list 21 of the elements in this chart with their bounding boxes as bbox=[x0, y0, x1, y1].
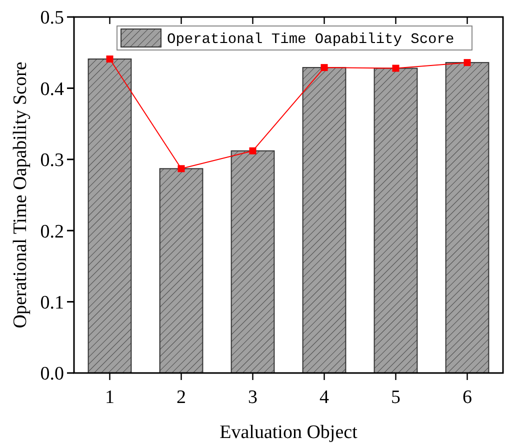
point bbox=[249, 147, 256, 154]
x-axis-title: Evaluation Object bbox=[220, 422, 358, 443]
y-tick-label: 0.3 bbox=[40, 150, 64, 172]
x-tick-label: 5 bbox=[391, 387, 400, 408]
point bbox=[392, 64, 400, 72]
x-tick-label: 4 bbox=[320, 387, 330, 408]
x-tick-label: 3 bbox=[248, 387, 258, 408]
y-tick-label: 0.5 bbox=[40, 8, 64, 29]
point bbox=[464, 59, 471, 66]
point bbox=[106, 56, 114, 63]
x-tick-label: 2 bbox=[176, 387, 186, 408]
y-tick-label: 0.0 bbox=[40, 364, 64, 385]
point bbox=[320, 64, 328, 72]
legend-label: Operational Time Oapability Score bbox=[167, 32, 454, 48]
y-tick-label: 0.2 bbox=[40, 221, 64, 242]
y-tick-label: 0.4 bbox=[40, 78, 64, 100]
x-tick-label: 6 bbox=[462, 387, 472, 408]
point bbox=[178, 165, 185, 172]
y-tick-label: 0.1 bbox=[40, 292, 64, 314]
x-tick-label: 1 bbox=[105, 387, 114, 408]
y-axis-title: Operational Time Oapability Score bbox=[10, 62, 31, 328]
